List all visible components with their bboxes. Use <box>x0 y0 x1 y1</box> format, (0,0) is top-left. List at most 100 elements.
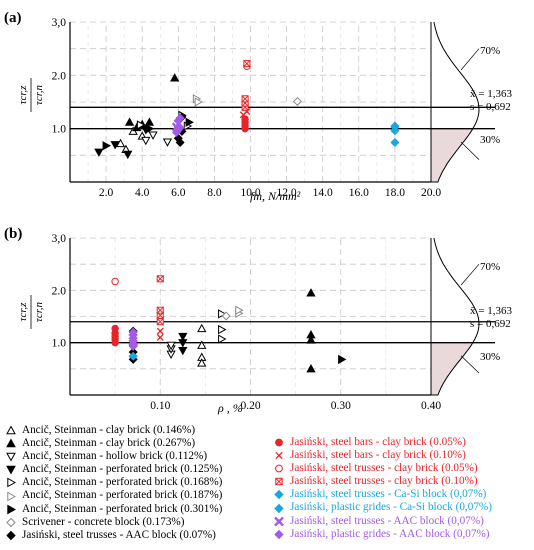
legend-left: Ancič, Steinman - clay brick (0.146%) Anc… <box>4 424 222 542</box>
data-point <box>197 358 207 367</box>
legend-label: Ancič, Steinman - perforated brick (0.12… <box>22 463 223 476</box>
legend-marker <box>6 530 16 541</box>
panel-b: (b) τcr,z τcr,n 0.10 0.20 0.30 0.40 1.0 2.0 3,… <box>4 226 512 415</box>
tri-right-open-marker-icon <box>4 476 18 489</box>
legend-marker <box>275 464 283 473</box>
tick-labels-a: 2.0 4.0 6.0 8.0 10.0 12.0 14.0 16.0 18.0 20.0 1.0 2… <box>52 17 442 199</box>
tri-down-marker-icon <box>4 463 18 476</box>
legend-marker <box>7 478 17 488</box>
data-point <box>148 131 158 140</box>
panel-label-b: (b) <box>4 226 22 242</box>
y-tick-label: 1.0 <box>52 338 67 350</box>
legend-label: Scrivener - concrete block (0.173%) <box>22 515 185 528</box>
legend-marker <box>6 453 16 462</box>
x-tick-label: 10.0 <box>240 187 260 199</box>
data-point <box>124 117 135 126</box>
legend-marker <box>274 516 284 526</box>
y-axis-label-b: τcr,z τcr,n <box>17 295 45 329</box>
data-point <box>110 141 120 150</box>
data-points-b <box>111 275 347 373</box>
legend-marker <box>6 438 16 448</box>
mean-a: x̄ = 1,363 <box>470 88 512 100</box>
leader-upper <box>460 48 480 71</box>
legend-entry: Scrivener - concrete block (0.173%) <box>4 516 222 529</box>
x-axis-label-a: fm, N/mm² <box>250 189 301 203</box>
x-axis-label-b: ρ , % <box>217 401 243 415</box>
legend-label: Jasiński, steel trusses - clay brick (0.… <box>290 475 478 488</box>
legend-label: Jasiński, plastic grides - AAC block (0,… <box>290 527 490 540</box>
data-point <box>243 60 251 68</box>
legend-entry: Jasiński, steel trusses - AAC block (0,0… <box>272 515 492 528</box>
grid-a <box>70 21 432 182</box>
leader-lower <box>460 141 480 160</box>
normal-curve <box>431 21 480 183</box>
legend-label: Ancič, Steinman - clay brick (0.146%) <box>22 424 196 436</box>
axes-a <box>69 22 432 183</box>
data-point <box>156 333 164 341</box>
data-point <box>166 341 176 351</box>
legend-label: Jasiński, steel trusses - clay brick (0.… <box>290 462 478 475</box>
data-point <box>178 346 188 356</box>
circle-marker-icon <box>272 436 286 449</box>
y-label-num-b: τcr,z <box>17 302 29 322</box>
circle-open-marker-icon <box>272 462 286 475</box>
tri-right-marker-icon <box>4 503 18 516</box>
data-point <box>306 364 316 373</box>
legend-entry: Ancič, Steinman - hollow brick (0.112%) <box>4 450 222 463</box>
legend-marker <box>275 478 283 486</box>
x-tick-label: 2.0 <box>99 187 114 199</box>
legend-marker <box>275 438 283 447</box>
y-label-den-a: τcr,n <box>33 84 45 105</box>
normal-curve <box>431 237 480 396</box>
reference-lines-b <box>70 321 495 344</box>
data-point <box>390 121 400 131</box>
data-point <box>141 136 151 146</box>
lower-pct-b: 30% <box>480 351 500 363</box>
lower-tail-shade <box>431 342 473 395</box>
data-point <box>218 334 227 344</box>
stdev-b: s = 0,692 <box>470 318 511 330</box>
y-tick-label: 2.0 <box>52 70 67 82</box>
distribution-a <box>431 21 480 183</box>
y-tick-label: 3,0 <box>52 17 67 29</box>
leader-upper <box>460 263 480 286</box>
leader-lower <box>460 355 480 374</box>
data-point <box>94 148 104 157</box>
x-tick-label: 18.0 <box>385 187 405 199</box>
data-point <box>111 324 119 333</box>
legend-label: Jasiński, plastic grides - Ca-Si block (… <box>290 501 492 514</box>
legend-label: Ancič, Steinman - perforated brick (0.16… <box>22 476 223 489</box>
x-tick-label: 6.0 <box>171 187 186 199</box>
data-point <box>115 138 126 148</box>
legend-entry: Jasiński, steel trusses - AAC block (0.0… <box>4 529 222 542</box>
distribution-b <box>431 237 480 396</box>
stdev-a: s = 0,692 <box>470 101 511 113</box>
legend-entry: Jasiński, plastic grides - Ca-Si block (… <box>272 501 492 514</box>
tri-right-open-marker-icon <box>4 490 18 503</box>
lower-pct-a: 30% <box>480 134 500 146</box>
x-bold-marker-icon <box>272 515 286 528</box>
legend-label: Jasiński, steel trusses - AAC block (0.0… <box>22 528 216 541</box>
diamond-marker-icon <box>272 528 286 541</box>
upper-pct-a: 70% <box>480 45 500 57</box>
x-tick-label: 0.10 <box>150 400 170 412</box>
data-point <box>235 305 244 315</box>
y-tick-label: 3,0 <box>52 233 67 245</box>
data-point <box>175 123 185 133</box>
x-tick-label: 4.0 <box>135 187 150 199</box>
x-tick-label: 16.0 <box>349 187 369 199</box>
legend-marker <box>6 517 16 527</box>
stats-b: 70% x̄ = 1,363 s = 0,692 30% <box>470 261 512 363</box>
y-label-num-a: τcr,z <box>17 85 29 105</box>
data-point <box>136 120 146 130</box>
legend-entry: Jasiński, steel bars - clay brick (0.05%… <box>272 436 492 449</box>
data-point <box>123 150 133 160</box>
x-tick-label: 0.40 <box>421 400 441 412</box>
stats-a: 70% x̄ = 1,363 s = 0,692 30% <box>470 45 512 146</box>
data-point <box>175 138 185 148</box>
data-point <box>178 332 188 342</box>
data-point <box>338 354 347 365</box>
x-tick-label: 0.20 <box>240 400 260 412</box>
legend-entry: Jasiński, steel trusses - clay brick (0.… <box>272 462 492 475</box>
